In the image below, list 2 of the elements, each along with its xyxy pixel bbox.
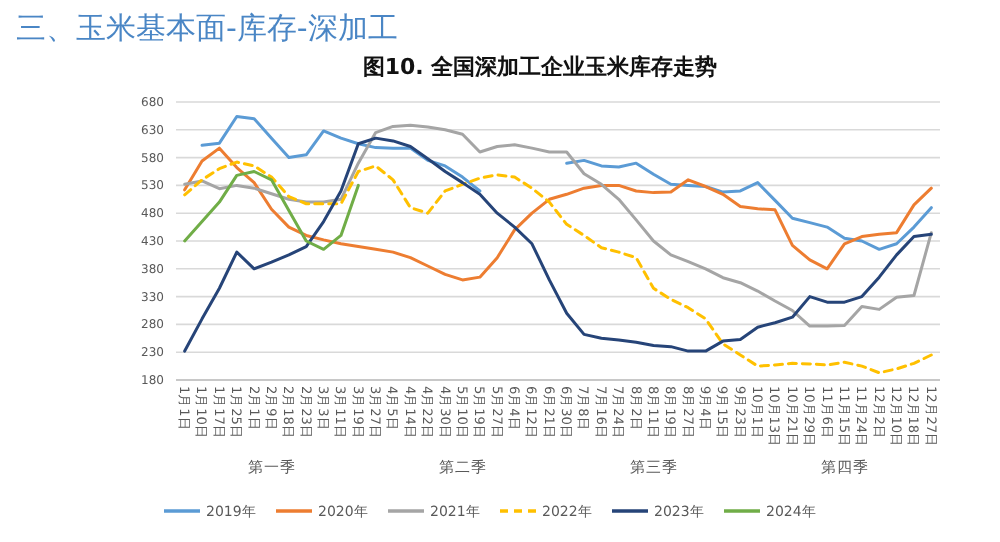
title: 三、玉米基本面-库存-深加工 [16, 10, 398, 46]
subtitle: 图10. 全国深加工企业玉米库存走势 [362, 54, 718, 80]
